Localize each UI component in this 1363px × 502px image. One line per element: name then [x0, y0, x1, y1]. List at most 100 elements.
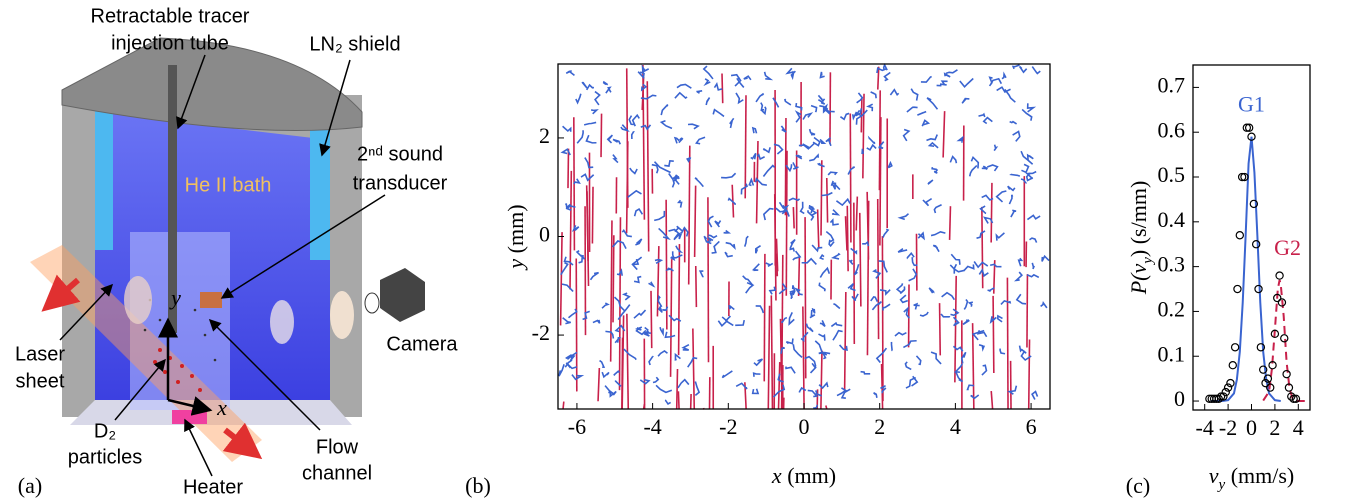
track — [653, 161, 671, 174]
track — [721, 370, 733, 379]
x-tick-label: 2 — [874, 414, 885, 439]
track — [987, 287, 995, 292]
track — [640, 124, 652, 131]
track — [735, 319, 746, 327]
data-point — [1228, 360, 1237, 370]
camera — [380, 268, 425, 322]
track — [941, 291, 956, 301]
data-point — [1266, 383, 1275, 392]
track — [1015, 293, 1027, 305]
axis-label: vy (mm/s) — [1209, 463, 1295, 493]
track — [868, 137, 876, 145]
track — [662, 306, 669, 312]
label: Heater — [183, 476, 243, 498]
track — [772, 384, 786, 398]
track — [723, 229, 732, 234]
track — [811, 307, 816, 314]
track — [702, 65, 714, 80]
track — [808, 204, 815, 214]
x-tick-label: 0 — [1246, 415, 1257, 440]
track — [819, 138, 827, 145]
track — [871, 301, 882, 311]
track — [562, 401, 565, 410]
track — [976, 329, 988, 338]
track — [1021, 108, 1033, 121]
track — [798, 386, 807, 393]
track — [703, 235, 712, 245]
track — [687, 123, 700, 130]
track — [883, 71, 891, 82]
track — [840, 388, 851, 400]
track — [730, 73, 742, 87]
track — [950, 308, 960, 317]
data-point — [1247, 132, 1256, 141]
transducer — [200, 292, 222, 308]
track — [933, 168, 939, 174]
track — [668, 228, 680, 240]
track — [609, 390, 617, 398]
x-tick-label: 4 — [1293, 415, 1304, 440]
track — [1031, 390, 1039, 400]
track — [792, 207, 795, 229]
track — [945, 69, 958, 75]
track — [567, 148, 570, 189]
track — [1026, 273, 1040, 279]
track — [801, 257, 817, 266]
track — [818, 351, 831, 355]
track — [752, 372, 761, 377]
data-point — [1258, 365, 1268, 374]
track — [565, 204, 576, 211]
track — [664, 159, 674, 167]
track — [592, 319, 601, 324]
track — [673, 175, 680, 185]
track — [899, 294, 909, 304]
track — [866, 143, 877, 151]
track — [612, 235, 615, 323]
data-point — [1233, 284, 1242, 294]
axis-name: x — [216, 395, 227, 420]
track — [809, 153, 819, 162]
track — [890, 341, 893, 352]
track — [1031, 66, 1041, 75]
track — [897, 213, 910, 221]
track — [763, 71, 774, 81]
track — [756, 153, 765, 161]
track — [931, 167, 937, 171]
track — [927, 179, 934, 185]
track — [990, 182, 993, 243]
track — [881, 387, 887, 394]
track — [982, 116, 993, 125]
axis-label-part: P(v — [1126, 264, 1151, 296]
track — [578, 254, 586, 264]
track — [585, 185, 589, 261]
track — [612, 154, 619, 164]
track — [812, 136, 821, 147]
track — [674, 225, 683, 233]
track — [671, 254, 683, 259]
track — [800, 331, 809, 343]
track — [565, 362, 578, 370]
track — [882, 228, 890, 238]
track — [804, 217, 807, 379]
track — [933, 203, 942, 214]
track — [962, 319, 971, 326]
track — [936, 83, 947, 87]
track — [635, 238, 643, 246]
panel-label: (b) — [465, 473, 491, 498]
track — [895, 283, 904, 293]
track — [792, 162, 799, 170]
track — [659, 120, 673, 130]
track — [1011, 64, 1020, 70]
track — [788, 197, 801, 202]
track — [772, 97, 780, 108]
track — [707, 215, 714, 228]
ln2-shield — [95, 105, 113, 250]
track — [1026, 153, 1034, 161]
track — [906, 252, 915, 260]
track — [825, 230, 835, 243]
track — [637, 71, 645, 80]
label: LN₂ shield — [309, 33, 400, 55]
track — [880, 363, 884, 410]
track — [1021, 163, 1030, 174]
label: D₂ — [94, 420, 116, 442]
